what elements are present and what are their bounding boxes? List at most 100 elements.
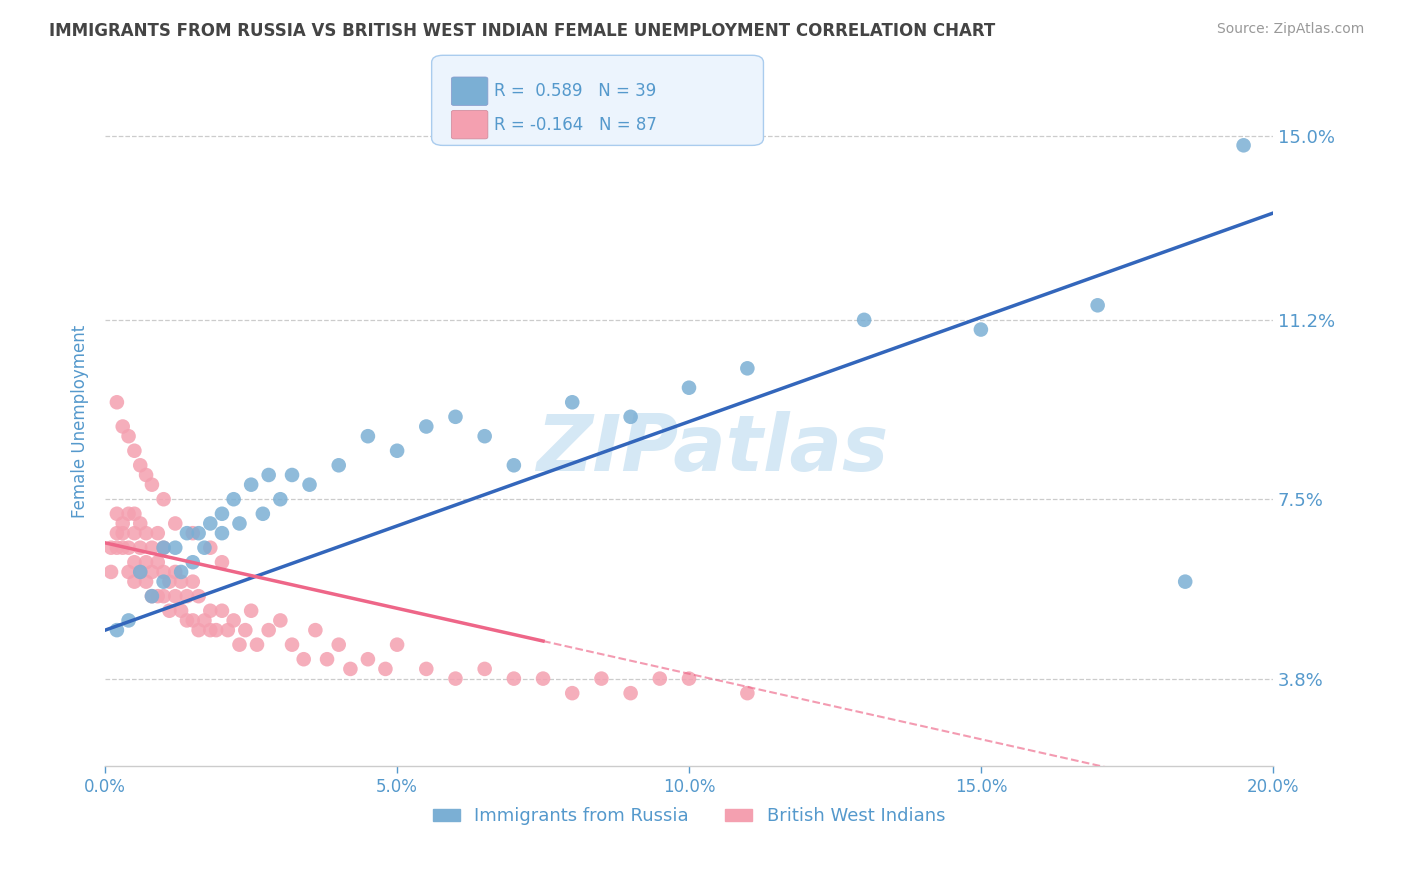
Point <box>474 429 496 443</box>
Point <box>129 516 152 531</box>
Point <box>217 623 239 637</box>
Point <box>502 672 524 686</box>
Point <box>176 614 198 628</box>
Point <box>146 555 169 569</box>
Point <box>620 409 643 424</box>
Point <box>474 662 496 676</box>
Point <box>269 614 291 628</box>
Point <box>187 623 209 637</box>
Point <box>591 672 613 686</box>
Point <box>257 623 280 637</box>
Point <box>222 492 245 507</box>
Text: Source: ZipAtlas.com: Source: ZipAtlas.com <box>1216 22 1364 37</box>
Point <box>246 638 269 652</box>
Point <box>152 589 174 603</box>
Point <box>374 662 396 676</box>
Point <box>135 574 157 589</box>
Point <box>187 526 209 541</box>
Point <box>252 507 274 521</box>
Point <box>1087 298 1109 312</box>
Point <box>385 443 408 458</box>
Point <box>105 623 128 637</box>
Point <box>117 541 139 555</box>
Point <box>146 526 169 541</box>
Point <box>357 429 380 443</box>
Point <box>124 526 146 541</box>
Point <box>257 467 280 482</box>
Point <box>281 467 304 482</box>
Point <box>1174 574 1197 589</box>
Point <box>298 477 321 491</box>
Point <box>678 672 700 686</box>
Point <box>228 638 250 652</box>
Point <box>385 638 408 652</box>
Point <box>233 623 256 637</box>
Point <box>181 574 204 589</box>
Point <box>328 458 350 473</box>
Point <box>415 662 437 676</box>
Point <box>678 381 700 395</box>
Point <box>141 589 163 603</box>
Point <box>176 526 198 541</box>
Point <box>531 672 554 686</box>
Point <box>181 526 204 541</box>
Point <box>129 565 152 579</box>
Point <box>146 589 169 603</box>
Y-axis label: Female Unemployment: Female Unemployment <box>72 325 89 518</box>
Point <box>240 477 263 491</box>
Point <box>328 638 350 652</box>
Point <box>135 467 157 482</box>
Text: IMMIGRANTS FROM RUSSIA VS BRITISH WEST INDIAN FEMALE UNEMPLOYMENT CORRELATION CH: IMMIGRANTS FROM RUSSIA VS BRITISH WEST I… <box>49 22 995 40</box>
Point <box>152 565 174 579</box>
Point <box>165 516 187 531</box>
Point <box>105 395 128 409</box>
Point <box>281 638 304 652</box>
Point <box>141 541 163 555</box>
Point <box>1232 138 1254 153</box>
Text: ZIPatlas: ZIPatlas <box>536 411 889 487</box>
Point <box>105 526 128 541</box>
Point <box>124 507 146 521</box>
Point <box>170 565 193 579</box>
Point <box>200 541 222 555</box>
Point <box>135 526 157 541</box>
Point <box>124 443 146 458</box>
Point <box>152 492 174 507</box>
Point <box>193 614 215 628</box>
Legend: Immigrants from Russia, British West Indians: Immigrants from Russia, British West Ind… <box>426 800 952 832</box>
Point <box>561 395 583 409</box>
Point <box>970 322 993 336</box>
Point <box>111 419 134 434</box>
Point <box>211 555 233 569</box>
Point <box>502 458 524 473</box>
Point <box>129 541 152 555</box>
Point <box>211 526 233 541</box>
Point <box>304 623 326 637</box>
Point <box>111 526 134 541</box>
Point <box>222 614 245 628</box>
Point <box>152 541 174 555</box>
Point <box>620 686 643 700</box>
Point <box>129 458 152 473</box>
Text: R = -0.164   N = 87: R = -0.164 N = 87 <box>494 116 657 134</box>
Point <box>176 589 198 603</box>
Point <box>111 541 134 555</box>
Point <box>853 313 876 327</box>
Point <box>100 565 122 579</box>
Point <box>141 565 163 579</box>
Point <box>152 541 174 555</box>
Point <box>200 516 222 531</box>
Point <box>105 541 128 555</box>
Point <box>181 614 204 628</box>
Point <box>105 507 128 521</box>
Point <box>444 409 467 424</box>
Point <box>561 686 583 700</box>
Point <box>200 623 222 637</box>
Point <box>357 652 380 666</box>
Point <box>181 555 204 569</box>
Point <box>211 507 233 521</box>
Point <box>117 565 139 579</box>
Point <box>339 662 361 676</box>
Point <box>165 541 187 555</box>
Point <box>124 555 146 569</box>
